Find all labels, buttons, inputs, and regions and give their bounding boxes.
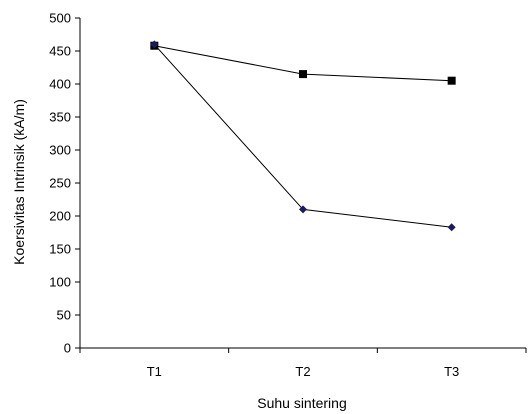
y-tick-label: 500 [49, 11, 71, 26]
x-tick-label: T2 [295, 364, 310, 379]
y-tick-label: 450 [49, 44, 71, 59]
series-1 [150, 41, 456, 85]
data-point-square [447, 76, 456, 85]
y-tick-label: 150 [49, 242, 71, 257]
x-axis-label: Suhu sintering [257, 395, 347, 411]
series-layer [150, 40, 456, 232]
y-tick-label: 400 [49, 77, 71, 92]
data-point-diamond [299, 205, 307, 214]
y-tick-label: 250 [49, 176, 71, 191]
y-tick-label: 0 [64, 341, 71, 356]
data-point-diamond [447, 223, 456, 232]
y-tick-label: 50 [57, 308, 71, 323]
x-tick-label: T1 [147, 364, 162, 379]
y-ticks: 0 50 100 150 200 250 300 350 400 450 500 [49, 11, 80, 356]
data-point-diamond [150, 40, 159, 49]
y-tick-label: 300 [49, 143, 71, 158]
y-axis-label: Koersivitas Intrinsik (kA/m) [11, 99, 27, 265]
data-point-square [299, 70, 307, 79]
x-ticks: T1 T2 T3 [79, 348, 527, 379]
x-tick-label: T3 [444, 364, 459, 379]
y-tick-label: 100 [49, 275, 71, 290]
axes [79, 18, 526, 349]
y-tick-label: 350 [49, 110, 71, 125]
series-2 [150, 40, 456, 232]
y-tick-label: 200 [49, 209, 71, 224]
